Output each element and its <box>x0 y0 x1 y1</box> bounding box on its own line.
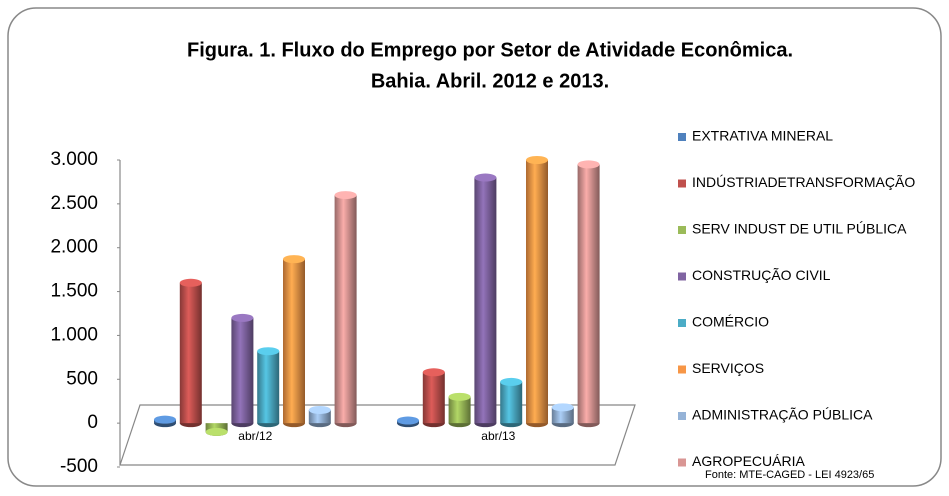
bar <box>551 407 574 424</box>
bar <box>231 317 254 424</box>
legend-swatch <box>678 272 686 281</box>
chart-title: Figura. 1. Fluxo do Emprego por Setor de… <box>187 39 793 61</box>
bar-cap <box>422 368 445 377</box>
bar <box>448 396 471 424</box>
bar <box>205 423 228 432</box>
bar <box>283 259 305 424</box>
bar-cap <box>179 278 202 287</box>
bar-cap <box>474 173 497 182</box>
bar-cap <box>551 403 574 412</box>
legend-swatch <box>678 179 686 188</box>
legend-label: AGROPECUÁRIA <box>692 453 805 469</box>
legend-label: CONSTRUÇÃO CIVIL <box>692 267 831 283</box>
legend-swatch <box>678 133 686 141</box>
bar <box>500 381 523 424</box>
legend-label: SERV INDUST DE UTIL PÚBLICA <box>692 221 907 237</box>
bar-cap <box>154 415 176 424</box>
bar <box>422 372 445 424</box>
y-tick-label: 500 <box>66 368 98 389</box>
legend-swatch <box>678 319 686 327</box>
bar-cap <box>257 347 280 356</box>
legend-label: INDÚSTRIADETRANSFORMAÇÃO <box>692 174 915 190</box>
bar <box>474 177 497 424</box>
bar <box>179 282 202 424</box>
y-tick-label: 1.500 <box>50 281 98 302</box>
bar-cap <box>231 313 254 322</box>
legend-label: SERVIÇOS <box>692 360 764 376</box>
bar-cap <box>526 156 548 164</box>
legend-swatch <box>678 412 686 420</box>
legend-swatch <box>678 365 686 374</box>
legend-swatch <box>678 458 686 467</box>
bar <box>334 195 357 424</box>
bar-cap <box>448 392 471 401</box>
y-tick-label: 2.000 <box>50 237 98 258</box>
y-tick-label: 0 <box>87 412 98 433</box>
bar-cap <box>334 191 357 200</box>
legend-label: COMÉRCIO <box>692 314 769 330</box>
y-tick-label: 1.000 <box>50 324 98 345</box>
y-tick-label: -500 <box>60 456 98 477</box>
bar-cap <box>205 427 228 436</box>
legend-label: ADMINISTRAÇÃO PÚBLICA <box>692 407 873 423</box>
y-tick-label: 2.500 <box>50 193 98 214</box>
x-tick-label: abr/13 <box>481 429 515 443</box>
bar <box>526 160 548 424</box>
chart-title: Bahia. Abril. 2012 e 2013. <box>371 70 609 92</box>
bar-cap <box>308 405 331 414</box>
y-tick-label: 3.000 <box>50 149 98 170</box>
bar-cap <box>577 160 600 169</box>
bar <box>577 164 600 424</box>
bar-cap <box>500 377 523 386</box>
bar <box>257 351 280 424</box>
legend-label: EXTRATIVA MINERAL <box>692 128 833 144</box>
x-tick-label: abr/12 <box>238 429 272 443</box>
bar-cap <box>283 255 305 264</box>
legend-swatch <box>678 226 686 234</box>
bar-cap <box>397 416 419 425</box>
source: Fonte: MTE-CAGED - LEI 4923/65 <box>705 469 874 481</box>
